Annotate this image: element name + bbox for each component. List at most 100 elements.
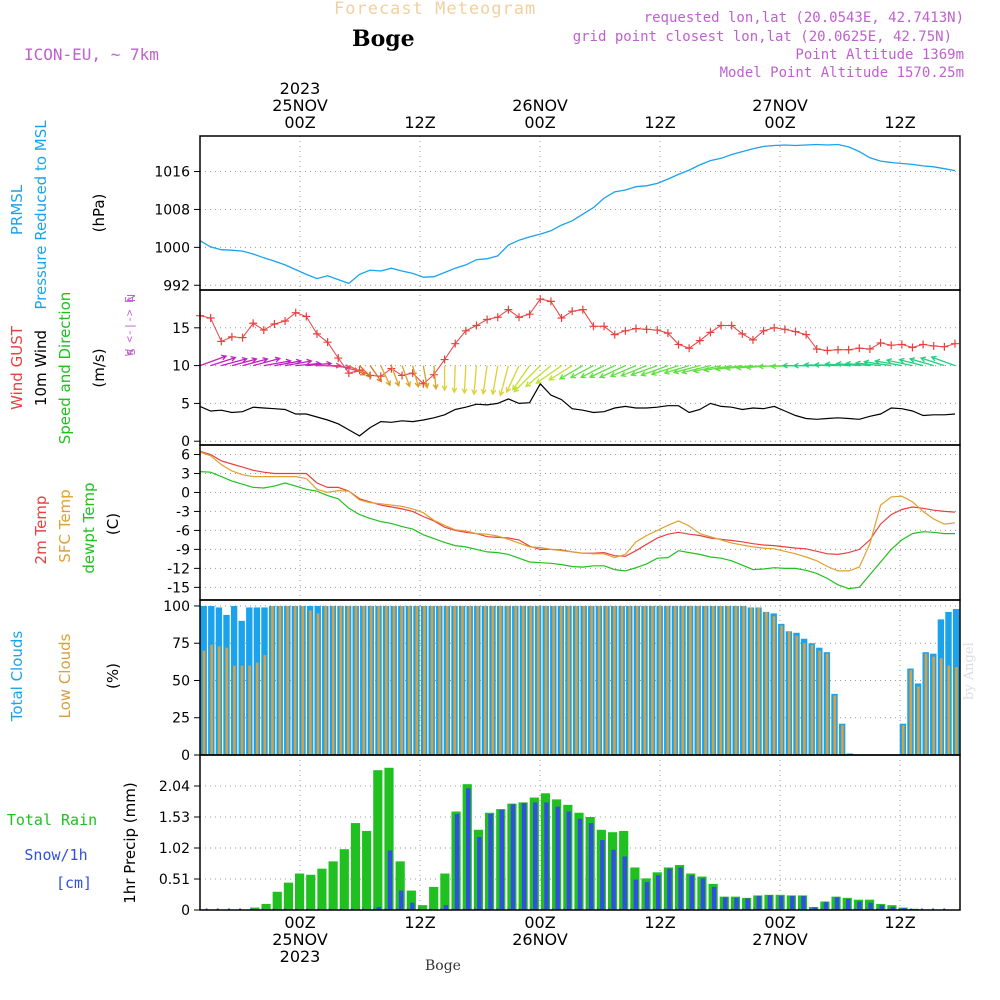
wind-arrow [473, 365, 478, 395]
y-tick-label: 5 [181, 396, 190, 412]
gust-marker [483, 315, 492, 324]
low-cloud-bar [423, 605, 426, 755]
wind-arrowhead [451, 387, 458, 394]
gust-marker [897, 340, 906, 349]
snow-bar [488, 813, 493, 910]
gust-marker [270, 320, 279, 329]
low-cloud-bar [757, 607, 761, 755]
y-tick-label: 0.51 [159, 872, 190, 888]
rain-bar [339, 849, 349, 910]
gust-marker [865, 344, 874, 353]
low-cloud-bar [407, 605, 411, 755]
low-cloud-bar [651, 605, 654, 755]
ylabel-ms: (m/s) [90, 348, 108, 387]
gust-marker [515, 313, 524, 322]
chart-title: Forecast Meteogram [334, 0, 537, 19]
snow-bar [678, 867, 683, 910]
low-cloud-bar [293, 605, 297, 755]
ylabel-sfc-temp: SFC Temp [56, 489, 74, 562]
low-cloud-bar [309, 610, 312, 755]
low-cloud-bar [354, 605, 358, 755]
gust-marker [291, 308, 300, 317]
low-cloud-bar [818, 650, 821, 755]
model-label: ICON-EU, ~ 7km [24, 45, 159, 64]
gust-marker [908, 343, 917, 352]
gust-marker [525, 310, 534, 319]
snow-bar [801, 896, 806, 910]
wind-arrow [221, 358, 247, 367]
rain-bar [417, 905, 428, 910]
snow-bar [834, 897, 840, 910]
ylabel-percent: (%) [104, 663, 122, 689]
gust-marker [674, 340, 683, 349]
wind-arrowhead [414, 381, 421, 388]
low-cloud-bar [552, 605, 555, 755]
gust-marker [398, 371, 407, 380]
y-tick-label: 0 [181, 485, 190, 501]
y-tick-label: 992 [163, 278, 190, 294]
bottom-time-label: 00Z [764, 913, 795, 932]
gust-marker [802, 330, 811, 339]
rain-bar [406, 890, 416, 910]
wind-arrow [380, 365, 391, 386]
wind-arrowhead [471, 389, 478, 396]
rain-bar [395, 861, 405, 910]
ylabel-hpa: (hPa) [90, 194, 108, 233]
snow-bar [711, 886, 717, 910]
wind-arrowhead [588, 372, 596, 379]
wind-arrow [463, 365, 467, 394]
y-tick-label: 15 [172, 321, 190, 337]
low-cloud-bar [742, 605, 745, 755]
gust-marker [440, 355, 449, 364]
gust-marker [791, 327, 800, 336]
wind-speed-line [199, 382, 956, 437]
wind-arrowhead [241, 356, 248, 363]
data-layer [196, 143, 960, 910]
low-cloud-bar [696, 605, 700, 755]
bottom-time-label: 12Z [644, 913, 675, 932]
snow-bar [387, 850, 393, 910]
wind-arrow [390, 365, 400, 387]
wind-arrow [589, 365, 615, 378]
gust-marker [451, 339, 460, 348]
snow-bar [454, 813, 460, 910]
low-cloud-bar [339, 605, 343, 755]
gust-marker [748, 335, 757, 344]
legend-cm: [cm] [56, 874, 92, 892]
top-time-label: 26NOV [512, 96, 568, 115]
wind-arrow [412, 365, 419, 387]
low-cloud-bar [225, 647, 229, 755]
low-cloud-bar [658, 605, 662, 755]
low-cloud-bar [719, 605, 723, 755]
top-time-label: 12Z [884, 113, 915, 132]
snow-bar [879, 905, 884, 910]
low-cloud-bar [955, 667, 958, 755]
grid-layer [200, 136, 960, 911]
low-cloud-bar [605, 605, 609, 755]
y-tick-label: 75 [172, 636, 190, 652]
wind-arrowhead [505, 386, 512, 394]
wind-arrow [920, 357, 945, 367]
snow-bar [521, 803, 527, 910]
wind-arrow [599, 365, 626, 378]
snow-bar [499, 809, 504, 910]
snow-bar [756, 896, 762, 910]
low-cloud-bar [635, 605, 639, 755]
wind-arrow [253, 357, 280, 367]
wind-arrowhead [385, 380, 391, 387]
y-tick-label: -9 [176, 542, 190, 558]
rain-bar [250, 907, 260, 910]
wind-arrowhead [609, 371, 616, 378]
y-tick-label: 3 [181, 466, 190, 482]
low-cloud-bar [278, 605, 282, 755]
gust-marker [919, 340, 928, 349]
wind-arrow [525, 365, 552, 387]
low-cloud-bar [825, 653, 829, 755]
snow-bar [533, 802, 538, 910]
low-cloud-bar [400, 605, 403, 755]
low-cloud-bar [909, 670, 913, 755]
legend-total-rain: Total Rain [7, 811, 97, 829]
snow-bar [566, 811, 572, 910]
wind-arrowhead [854, 360, 861, 367]
ylabel-low-clouds: Low Clouds [56, 633, 74, 718]
